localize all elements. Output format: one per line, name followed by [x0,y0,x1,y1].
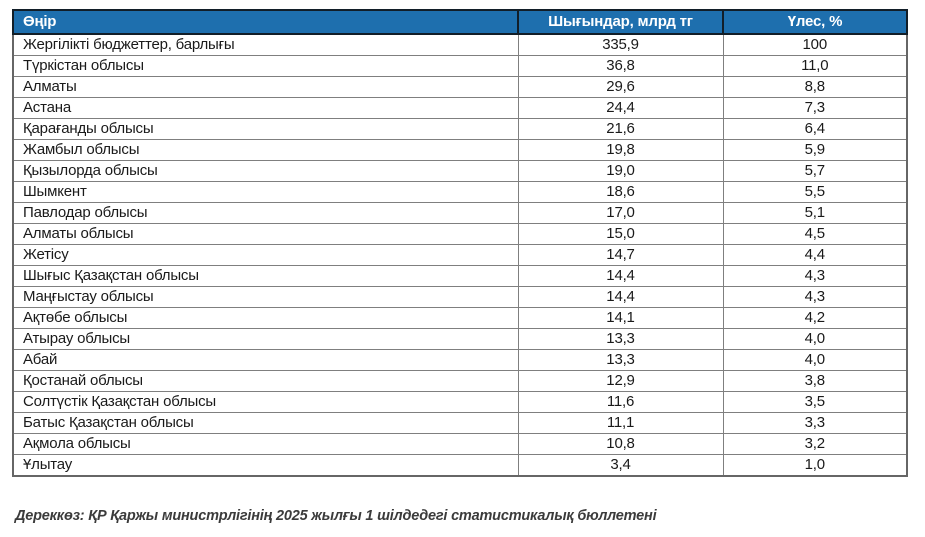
table-row: Ақтөбе облысы 14,1 4,2 [12,307,908,329]
region-cell: Шығыс Қазақстан облысы [12,265,519,287]
table-row: Атырау облысы 13,3 4,0 [12,328,908,350]
share-cell: 5,1 [722,202,908,224]
share-cell: 8,8 [722,76,908,98]
share-cell: 5,9 [722,139,908,161]
share-cell: 6,4 [722,118,908,140]
spending-cell: 14,7 [517,244,724,266]
table-row: Қостанай облысы 12,9 3,8 [12,370,908,392]
table-row: Павлодар облысы 17,0 5,1 [12,202,908,224]
share-cell: 3,2 [722,433,908,455]
share-cell: 4,5 [722,223,908,245]
spending-cell: 18,6 [517,181,724,203]
region-cell: Ұлытау [12,454,519,477]
spending-cell: 29,6 [517,76,724,98]
region-cell: Ақтөбе облысы [12,307,519,329]
share-cell: 4,3 [722,286,908,308]
table-row: Жергілікті бюджеттер, барлығы 335,9 100 [12,33,908,56]
spending-cell: 13,3 [517,328,724,350]
column-header-share: Үлес, % [722,9,908,35]
table-row: Астана 24,4 7,3 [12,97,908,119]
share-cell: 3,3 [722,412,908,434]
share-cell: 3,5 [722,391,908,413]
region-cell: Астана [12,97,519,119]
region-cell: Қызылорда облысы [12,160,519,182]
table-body: Жергілікті бюджеттер, барлығы 335,9 100 … [12,33,908,477]
column-header-region: Өңір [12,9,519,35]
spending-cell: 13,3 [517,349,724,371]
spending-cell: 21,6 [517,118,724,140]
share-cell: 1,0 [722,454,908,477]
header-row: Өңір Шығындар, млрд тг Үлес, % [12,9,908,35]
source-note: Дереккөз: ҚР Қаржы министрлігінің 2025 ж… [15,508,657,524]
share-cell: 11,0 [722,55,908,77]
spending-cell: 14,1 [517,307,724,329]
table-row: Қарағанды облысы 21,6 6,4 [12,118,908,140]
region-cell: Маңғыстау облысы [12,286,519,308]
table-row: Абай 13,3 4,0 [12,349,908,371]
region-cell: Түркістан облысы [12,55,519,77]
region-cell: Алматы [12,76,519,98]
region-cell: Жетісу [12,244,519,266]
region-cell: Жамбыл облысы [12,139,519,161]
spending-cell: 19,0 [517,160,724,182]
table-row: Шығыс Қазақстан облысы 14,4 4,3 [12,265,908,287]
spending-cell: 12,9 [517,370,724,392]
table-row: Шымкент 18,6 5,5 [12,181,908,203]
share-cell: 4,4 [722,244,908,266]
table-row: Солтүстік Қазақстан облысы 11,6 3,5 [12,391,908,413]
share-cell: 4,0 [722,349,908,371]
share-cell: 4,3 [722,265,908,287]
table-header: Өңір Шығындар, млрд тг Үлес, % [12,9,908,35]
region-cell: Шымкент [12,181,519,203]
spending-cell: 3,4 [517,454,724,477]
table-row: Алматы облысы 15,0 4,5 [12,223,908,245]
spending-cell: 14,4 [517,265,724,287]
region-cell: Қарағанды облысы [12,118,519,140]
region-cell: Абай [12,349,519,371]
share-cell: 3,8 [722,370,908,392]
share-cell: 5,7 [722,160,908,182]
region-cell: Жергілікті бюджеттер, барлығы [12,33,519,56]
spending-cell: 335,9 [517,33,724,56]
table-row: Түркістан облысы 36,8 11,0 [12,55,908,77]
table-row: Ұлытау 3,4 1,0 [12,454,908,477]
region-cell: Ақмола облысы [12,433,519,455]
table-row: Алматы 29,6 8,8 [12,76,908,98]
table-row: Жетісу 14,7 4,4 [12,244,908,266]
spending-cell: 19,8 [517,139,724,161]
share-cell: 7,3 [722,97,908,119]
region-cell: Атырау облысы [12,328,519,350]
spending-cell: 15,0 [517,223,724,245]
share-cell: 4,0 [722,328,908,350]
region-cell: Қостанай облысы [12,370,519,392]
table-row: Маңғыстау облысы 14,4 4,3 [12,286,908,308]
region-cell: Павлодар облысы [12,202,519,224]
spending-cell: 36,8 [517,55,724,77]
spending-cell: 11,6 [517,391,724,413]
spending-cell: 11,1 [517,412,724,434]
region-cell: Алматы облысы [12,223,519,245]
table-row: Ақмола облысы 10,8 3,2 [12,433,908,455]
spending-cell: 17,0 [517,202,724,224]
spending-cell: 24,4 [517,97,724,119]
regional-budget-table: Өңір Шығындар, млрд тг Үлес, % Жергілікт… [12,9,908,477]
table-row: Қызылорда облысы 19,0 5,7 [12,160,908,182]
region-cell: Солтүстік Қазақстан облысы [12,391,519,413]
spending-cell: 14,4 [517,286,724,308]
share-cell: 100 [722,33,908,56]
share-cell: 4,2 [722,307,908,329]
table-row: Жамбыл облысы 19,8 5,9 [12,139,908,161]
share-cell: 5,5 [722,181,908,203]
region-cell: Батыс Қазақстан облысы [12,412,519,434]
table-row: Батыс Қазақстан облысы 11,1 3,3 [12,412,908,434]
spending-cell: 10,8 [517,433,724,455]
column-header-spending: Шығындар, млрд тг [517,9,724,35]
